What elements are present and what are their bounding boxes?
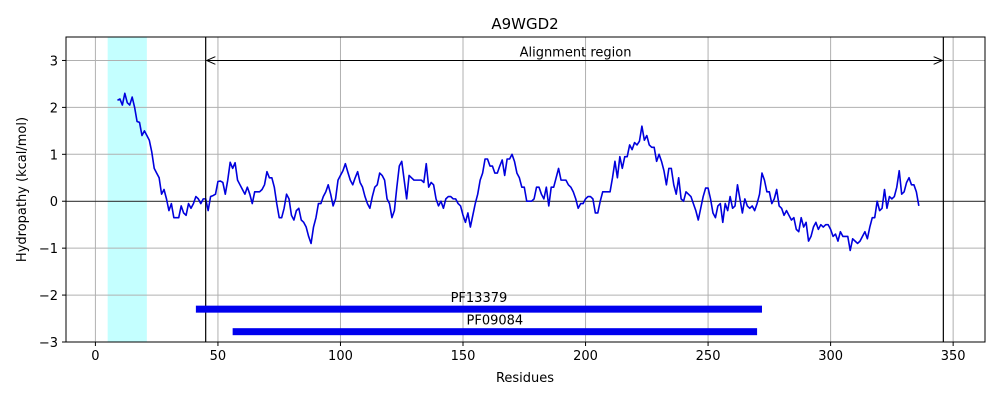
highlight-region <box>107 37 147 342</box>
domain-label: PF09084 <box>467 314 524 329</box>
chart-title: A9WGD2 <box>491 15 558 33</box>
y-tick-label: 0 <box>50 195 58 210</box>
x-tick-label: 150 <box>451 349 476 364</box>
x-tick-label: 50 <box>210 349 227 364</box>
y-tick-label: 2 <box>50 101 58 116</box>
alignment-region-label: Alignment region <box>520 45 632 60</box>
x-tick-label: 200 <box>573 349 598 364</box>
hydropathy-series-line <box>117 92 920 252</box>
x-tick-label: 300 <box>818 349 843 364</box>
domain-label: PF13379 <box>451 291 508 306</box>
x-tick-label: 250 <box>696 349 721 364</box>
y-axis-label: Hydropathy (kcal/mol) <box>15 117 30 262</box>
domain-bar <box>232 328 758 336</box>
y-tick-label: −3 <box>39 336 58 351</box>
x-tick-label: 350 <box>941 349 966 364</box>
x-tick-label: 0 <box>91 349 99 364</box>
domain-bar <box>195 305 762 313</box>
y-tick-label: −2 <box>39 289 58 304</box>
y-tick-label: 1 <box>50 148 58 163</box>
y-tick-label: 3 <box>50 54 58 69</box>
x-tick-label: 100 <box>328 349 353 364</box>
plot-frame <box>65 36 986 343</box>
x-axis-label: Residues <box>496 371 554 386</box>
y-tick-label: −1 <box>39 242 58 257</box>
